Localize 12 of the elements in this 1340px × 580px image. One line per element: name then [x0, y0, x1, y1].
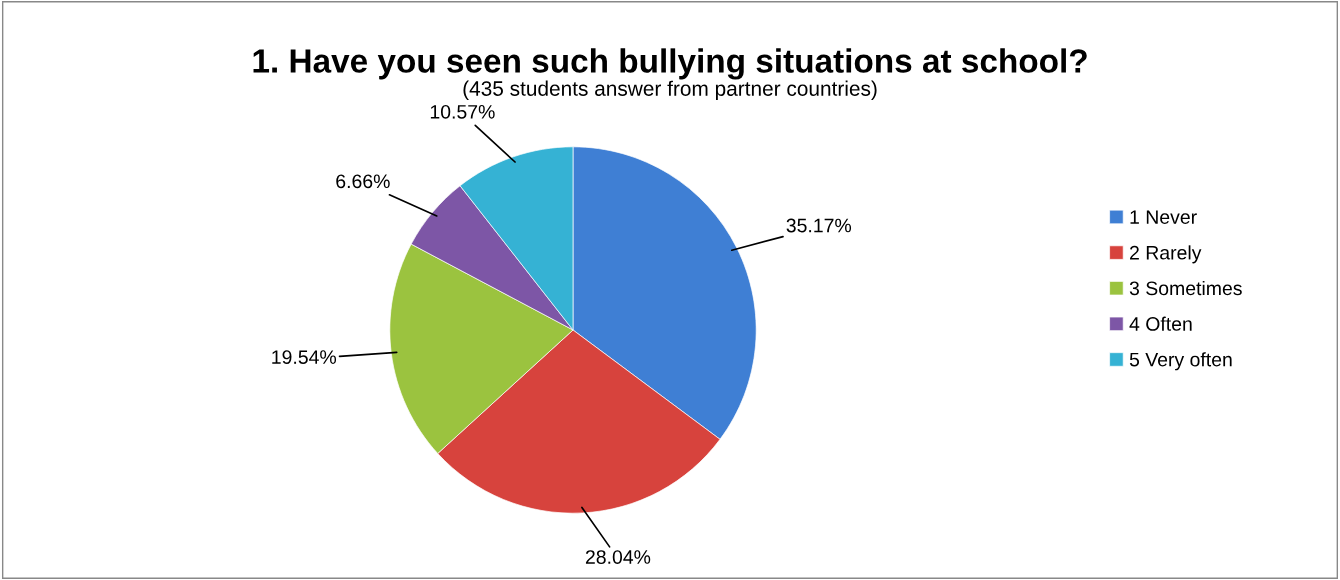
data-label: 28.04% — [585, 550, 651, 564]
legend-label: 4 Often — [1129, 316, 1192, 331]
data-label: 6.66% — [336, 174, 390, 189]
legend-label: 1 Never — [1130, 210, 1197, 224]
legend-label: 3 Sometimes — [1129, 280, 1242, 296]
data-label: 19.54% — [272, 350, 337, 364]
chart-subtitle: (435 students answer from partner countries) — [463, 80, 877, 101]
chart-title: 1. Have you seen such bullying situations at school? — [253, 48, 1087, 80]
legend-label: 2 Rarely — [1130, 245, 1202, 264]
data-label: 10.57% — [430, 104, 495, 119]
data-label: 35.17% — [786, 218, 852, 233]
legend-label: 5 Very often — [1129, 352, 1232, 371]
